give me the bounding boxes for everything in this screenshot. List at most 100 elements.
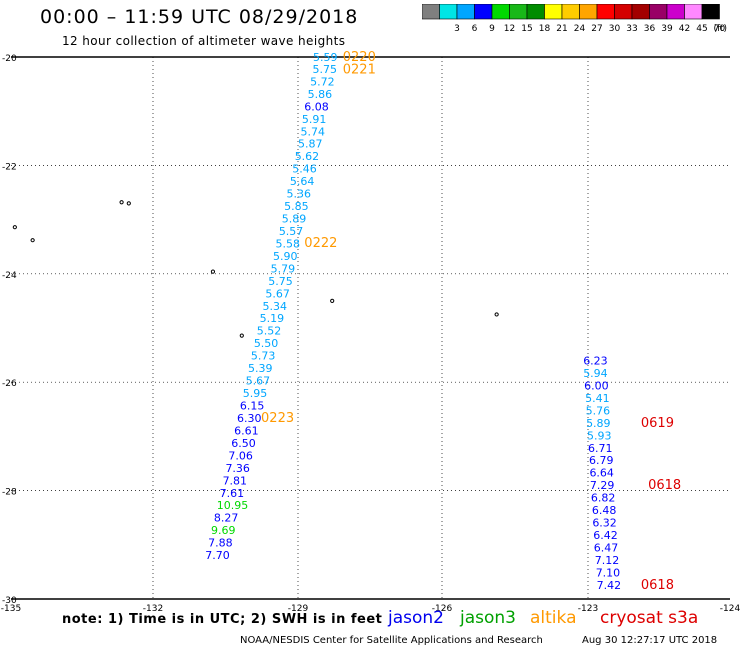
wave-height-reading: 5.85 xyxy=(284,200,309,213)
color-legend: 3 6 9 12 15 18 21 24 27 30 33 36 39 42 45 70(ft) xyxy=(422,4,728,34)
wave-height-reading: 7.29 xyxy=(590,479,615,492)
legend-tick-label: 33 xyxy=(626,24,637,34)
pass-time-label: 0220 xyxy=(343,50,376,65)
wave-height-reading: 6.08 xyxy=(304,100,329,113)
wave-height-reading: 5.39 xyxy=(248,362,273,375)
wave-height-reading: 5.91 xyxy=(302,113,327,126)
wave-height-reading: 5.95 xyxy=(243,387,267,400)
wave-height-reading: 7.36 xyxy=(225,462,250,475)
island-marker xyxy=(239,333,244,338)
wave-height-reading: 7.88 xyxy=(208,537,233,550)
legend-swatch xyxy=(701,4,720,20)
legend-tick-label: 39 xyxy=(661,24,673,34)
wave-height-reading: 6.48 xyxy=(592,504,617,517)
wave-height-reading: 5.50 xyxy=(254,337,279,350)
lat-tick-label: -24 xyxy=(2,271,17,281)
island-marker xyxy=(119,200,124,205)
satellite-label-jason3: jason3 xyxy=(460,608,516,628)
wave-height-reading: 5.86 xyxy=(308,88,333,101)
pass-time-label: 0221 xyxy=(343,62,376,77)
wave-height-reading: 5.34 xyxy=(262,300,287,313)
wave-height-reading: 5.87 xyxy=(298,138,323,151)
lon-tick-label: -135 xyxy=(1,604,21,614)
island-marker xyxy=(210,269,216,274)
legend-unit-label: (ft) xyxy=(714,24,728,34)
legend-tick-label: 42 xyxy=(679,24,690,34)
wave-height-reading: 5.93 xyxy=(587,429,612,442)
island-marker xyxy=(30,238,35,243)
wave-height-reading: 5.62 xyxy=(295,150,320,163)
wave-height-reading: 6.82 xyxy=(591,492,616,505)
lat-tick-label: -22 xyxy=(2,162,17,172)
credit-line: NOAA/NESDIS Center for Satellite Applica… xyxy=(240,635,543,646)
wave-height-reading: 5.75 xyxy=(268,275,293,288)
page-subtitle: 12 hour collection of altimeter wave hei… xyxy=(62,34,346,48)
wave-height-reading: 5.94 xyxy=(583,367,608,380)
footer-note: note: 1) Time is in UTC; 2) SWH is in fe… xyxy=(62,612,383,627)
wave-height-reading: 6.00 xyxy=(584,379,609,392)
wave-height-reading: 5.19 xyxy=(260,312,285,325)
pass-time-label: 0222 xyxy=(304,236,337,251)
legend-tick-label: 3 xyxy=(454,24,460,34)
pass-time-label: 0618 xyxy=(641,578,674,593)
legend-tick-label: 36 xyxy=(644,24,656,34)
wave-height-reading: 5.73 xyxy=(251,350,276,363)
lat-tick-label: -20 xyxy=(2,54,17,64)
wave-height-reading: 5.79 xyxy=(271,262,296,275)
wave-height-reading: 5.36 xyxy=(287,188,312,201)
island-marker xyxy=(330,298,335,303)
wave-height-reading: 6.50 xyxy=(231,437,256,450)
legend-tick-label: 45 xyxy=(696,24,707,34)
wave-height-reading: 7.10 xyxy=(596,566,621,579)
lat-tick-label: -26 xyxy=(2,379,17,389)
wave-height-reading: 5.67 xyxy=(246,375,271,388)
wave-height-reading: 5.75 xyxy=(312,63,337,76)
wave-height-reading: 5.64 xyxy=(290,175,315,188)
wave-height-reading: 5.52 xyxy=(257,325,282,338)
wave-height-reading: 6.61 xyxy=(234,424,259,437)
legend-tick-label: 70 xyxy=(714,24,726,34)
generated-timestamp: Aug 30 12:27:17 UTC 2018 xyxy=(582,635,718,646)
pass-time-label: 0619 xyxy=(641,416,674,431)
wave-height-reading: 5.58 xyxy=(275,237,300,250)
wave-height-reading: 9.69 xyxy=(211,524,236,537)
legend-tick-label: 30 xyxy=(609,24,621,34)
wave-height-reading: 6.15 xyxy=(240,400,264,413)
wave-height-reading: 6.30 xyxy=(237,412,262,425)
legend-tick-label: 18 xyxy=(539,24,551,34)
lon-tick-label: -132 xyxy=(143,604,163,614)
lon-tick-label: -124 xyxy=(720,604,740,614)
wave-height-reading: 6.64 xyxy=(589,467,614,480)
wave-height-reading: 5.59 xyxy=(313,51,338,64)
wave-height-reading: 10.95 xyxy=(217,499,249,512)
legend-tick-label: 6 xyxy=(472,24,478,34)
wave-height-reading: 5.76 xyxy=(586,404,611,417)
legend-tick-label: 12 xyxy=(504,24,515,34)
wave-height-reading: 6.79 xyxy=(589,454,614,467)
wave-height-reading: 8.27 xyxy=(214,512,239,525)
pass-time-label: 0618 xyxy=(648,478,681,493)
wave-height-reading: 5.89 xyxy=(586,417,611,430)
wave-height-reading: 6.32 xyxy=(592,517,617,530)
wave-height-reading: 7.81 xyxy=(223,474,248,487)
pass-time-label: 0223 xyxy=(261,411,294,426)
wave-height-reading: 5.57 xyxy=(279,225,304,238)
legend-tick-label: 9 xyxy=(489,24,495,34)
wave-height-reading: 5.90 xyxy=(273,250,298,263)
satellite-label-altika: altika xyxy=(530,608,577,628)
wave-height-reading: 7.61 xyxy=(220,487,245,500)
island-marker xyxy=(12,225,17,230)
island-marker xyxy=(494,312,499,317)
satellite-label-cryosat: cryosat s3a xyxy=(600,608,699,628)
wave-height-reading: 7.70 xyxy=(205,549,230,562)
satellite-label-jason2: jason2 xyxy=(388,608,444,628)
wave-height-reading: 7.06 xyxy=(228,449,253,462)
wave-height-reading: 7.12 xyxy=(595,554,620,567)
wave-height-reading: 6.42 xyxy=(593,529,618,542)
wave-height-reading: 5.72 xyxy=(310,75,335,88)
wave-height-reading: 5.67 xyxy=(265,287,290,300)
lon-tick-label: -129 xyxy=(288,604,309,614)
wave-height-reading: 5.89 xyxy=(282,213,307,226)
wave-height-reading: 5.46 xyxy=(292,163,317,176)
